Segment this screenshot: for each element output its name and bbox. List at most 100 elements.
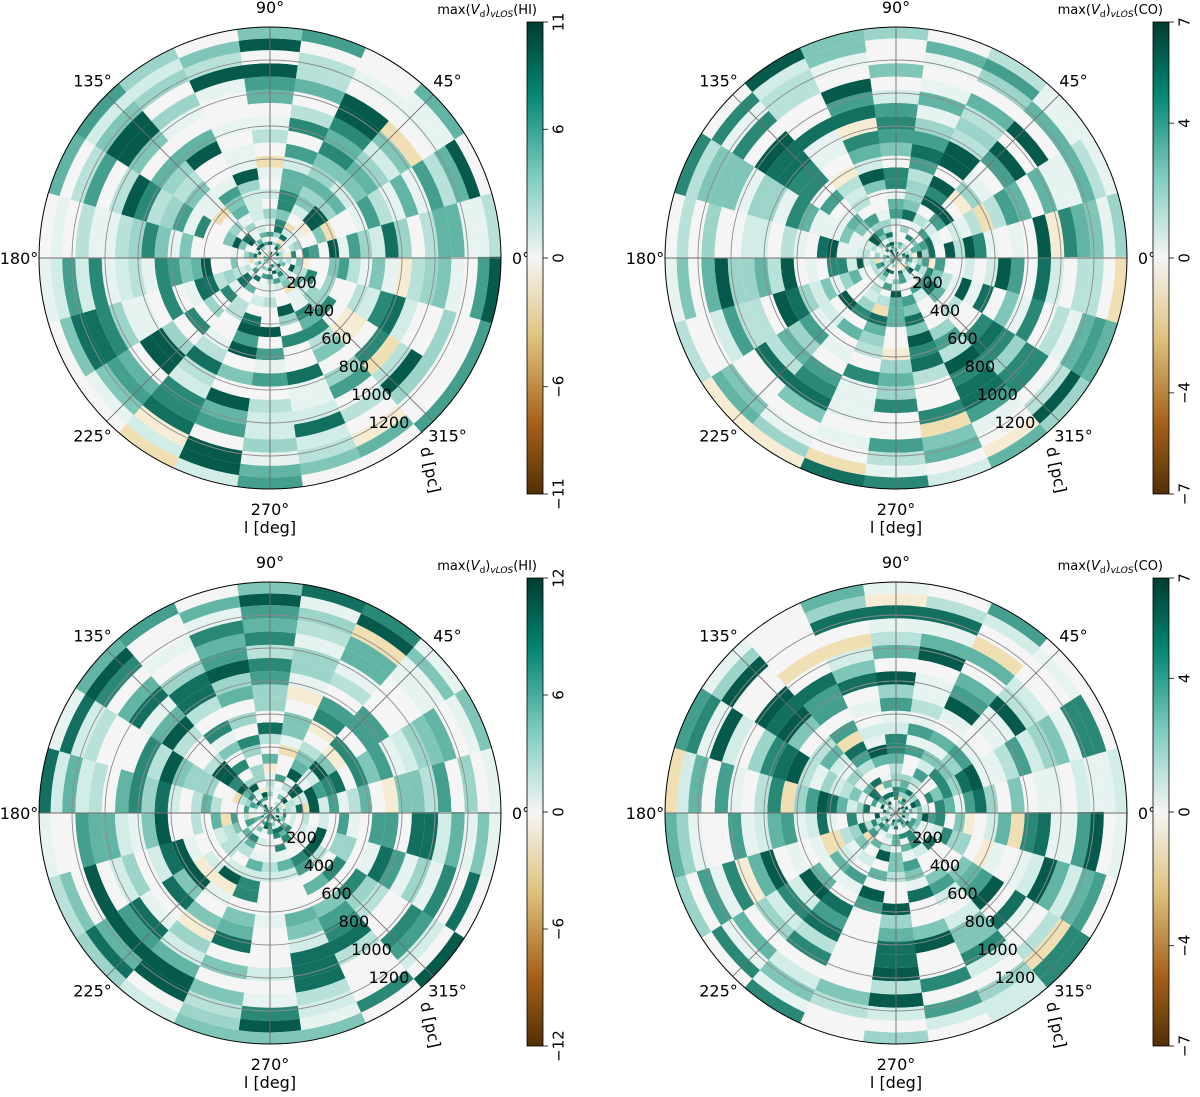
- heatmap-cell: [937, 780, 953, 800]
- heatmap-cell: [406, 369, 456, 424]
- heatmap-cell: [933, 798, 946, 813]
- heatmap-cell: [422, 308, 458, 364]
- angular-tick-label: 90°: [882, 0, 910, 17]
- heatmap-cell: [854, 220, 871, 237]
- heatmap-cell: [820, 411, 873, 438]
- heatmap-cell: [295, 279, 312, 296]
- heatmap-cell: [924, 865, 949, 886]
- heatmap-cell: [897, 824, 903, 830]
- heatmap-cell: [954, 919, 999, 955]
- heatmap-cell: [247, 824, 257, 834]
- heatmap-cell: [125, 613, 184, 657]
- angular-gridline: [895, 94, 1060, 259]
- heatmap-cell: [291, 275, 304, 288]
- heatmap-cell: [275, 814, 280, 819]
- heatmap-cell: [1059, 699, 1096, 759]
- heatmap-cell: [1037, 859, 1071, 912]
- heatmap-cell: [393, 217, 412, 258]
- radial-tick-label: 600: [321, 884, 352, 903]
- heatmap-cell: [870, 282, 883, 295]
- heatmap-cell: [302, 767, 320, 787]
- heatmap-cell: [891, 264, 896, 268]
- heatmap-cell: [805, 787, 821, 814]
- heatmap-cell: [120, 729, 151, 774]
- heatmap-cell: [105, 665, 152, 716]
- heatmap-cell: [896, 813, 899, 820]
- heatmap-cell: [819, 744, 845, 771]
- heatmap-cell: [328, 214, 346, 239]
- angular-tick-label: 270°: [877, 1055, 916, 1074]
- heatmap-cell: [48, 688, 86, 753]
- heatmap-cell: [846, 799, 859, 814]
- heatmap-cell: [811, 345, 849, 376]
- colorbar-tick-label: 0: [1176, 807, 1194, 817]
- heatmap-cell: [896, 263, 901, 268]
- heatmap-cell: [902, 754, 921, 768]
- heatmap-cell: [846, 813, 859, 828]
- heatmap-cell: [868, 272, 879, 284]
- heatmap-cell: [297, 822, 309, 835]
- heatmap-cell: [127, 130, 169, 175]
- heatmap-cell: [1015, 297, 1046, 342]
- heatmap-cell: [279, 257, 284, 262]
- heatmap-cell: [901, 797, 907, 804]
- heatmap-cell: [721, 918, 770, 971]
- heatmap-cell: [887, 800, 892, 806]
- heatmap-cell: [861, 26, 929, 41]
- heatmap-cell: [210, 241, 223, 259]
- heatmap-cell: [231, 168, 259, 187]
- heatmap-cell: [302, 839, 321, 858]
- heatmap-cell: [329, 861, 357, 891]
- heatmap-cell: [301, 246, 310, 258]
- heatmap-cell: [754, 341, 796, 386]
- heatmap-cell: [356, 414, 415, 458]
- heatmap-cell: [256, 809, 261, 814]
- heatmap-cell: [242, 437, 299, 453]
- heatmap-cell: [238, 463, 303, 478]
- heatmap-cell: [909, 837, 923, 850]
- heatmap-cell: [837, 845, 858, 866]
- heatmap-cell: [194, 335, 228, 364]
- heatmap-cell: [345, 786, 361, 813]
- heatmap-cell: [263, 813, 270, 817]
- heatmap-cell: [906, 832, 918, 844]
- heatmap-cell: [301, 457, 368, 487]
- heatmap-cell: [1048, 151, 1083, 207]
- heatmap-cell: [1026, 166, 1058, 215]
- heatmap-cell: [405, 646, 455, 701]
- heatmap-cell: [927, 812, 936, 825]
- heatmap-cell: [1006, 776, 1025, 813]
- heatmap-cell: [172, 584, 239, 614]
- heatmap-cell: [864, 265, 874, 276]
- heatmap-cell: [252, 274, 262, 283]
- heatmap-cell: [928, 175, 956, 199]
- heatmap-cell: [899, 780, 910, 789]
- heatmap-cell: [992, 187, 1020, 226]
- heatmap-cell: [194, 832, 212, 857]
- heatmap-cell: [245, 303, 264, 317]
- heatmap-cell: [776, 647, 827, 687]
- heatmap-cell: [108, 301, 140, 350]
- heatmap-cell: [259, 242, 265, 249]
- heatmap-cell: [355, 612, 414, 656]
- heatmap-cell: [302, 730, 330, 754]
- heatmap-cell: [884, 803, 890, 808]
- heatmap-cell: [298, 40, 362, 69]
- heatmap-cell: [212, 780, 229, 800]
- heatmap-cell: [336, 867, 368, 901]
- polar-panel-4-cells: [665, 582, 1127, 1044]
- heatmap-cell: [1019, 217, 1038, 258]
- heatmap-cell: [456, 198, 478, 258]
- heatmap-cell: [368, 224, 386, 258]
- heatmap-cell: [856, 813, 865, 825]
- heatmap-cell: [904, 815, 909, 821]
- heatmap-cell: [297, 236, 308, 249]
- heatmap-cell: [114, 769, 134, 814]
- heatmap-cell: [982, 414, 1041, 458]
- heatmap-cell: [75, 931, 128, 989]
- heatmap-cell: [353, 150, 390, 189]
- polar-panel-2-grid: [665, 27, 1127, 489]
- heatmap-cell: [84, 92, 134, 147]
- heatmap-cell: [317, 240, 330, 258]
- polar-spine: [664, 581, 1128, 1045]
